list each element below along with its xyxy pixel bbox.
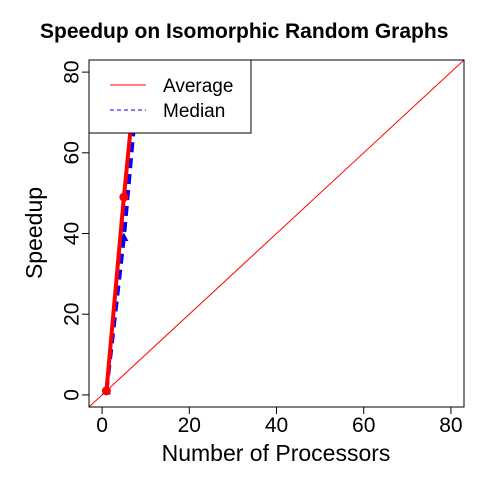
legend-label-median: Median	[163, 101, 225, 122]
reference-line	[89, 60, 464, 407]
chart-title: Speedup on Isomorphic Random Graphs	[40, 20, 448, 43]
y-axis: 0 20 40 60 80	[61, 60, 90, 401]
x-tick-label: 60	[352, 414, 375, 437]
y-tick-label: 20	[61, 303, 84, 326]
legend-label-average: Average	[163, 76, 233, 97]
y-tick-label: 40	[61, 222, 84, 245]
plot-area	[89, 60, 464, 407]
y-axis-label: Speedup	[21, 187, 47, 279]
data-point-average	[101, 386, 111, 396]
x-axis-label: Number of Processors	[162, 440, 391, 466]
x-tick-label: 20	[178, 414, 201, 437]
y-tick-label: 0	[61, 389, 84, 401]
legend: Average Median	[88, 59, 252, 134]
x-axis: 0 20 40 60 80	[96, 406, 463, 437]
x-tick-label: 0	[96, 414, 108, 437]
x-tick-label: 40	[265, 414, 288, 437]
y-tick-label: 60	[61, 141, 84, 164]
y-tick-label: 80	[61, 60, 84, 83]
data-point-average	[119, 192, 129, 202]
legend-box	[88, 59, 252, 134]
x-tick-label: 80	[439, 414, 462, 437]
